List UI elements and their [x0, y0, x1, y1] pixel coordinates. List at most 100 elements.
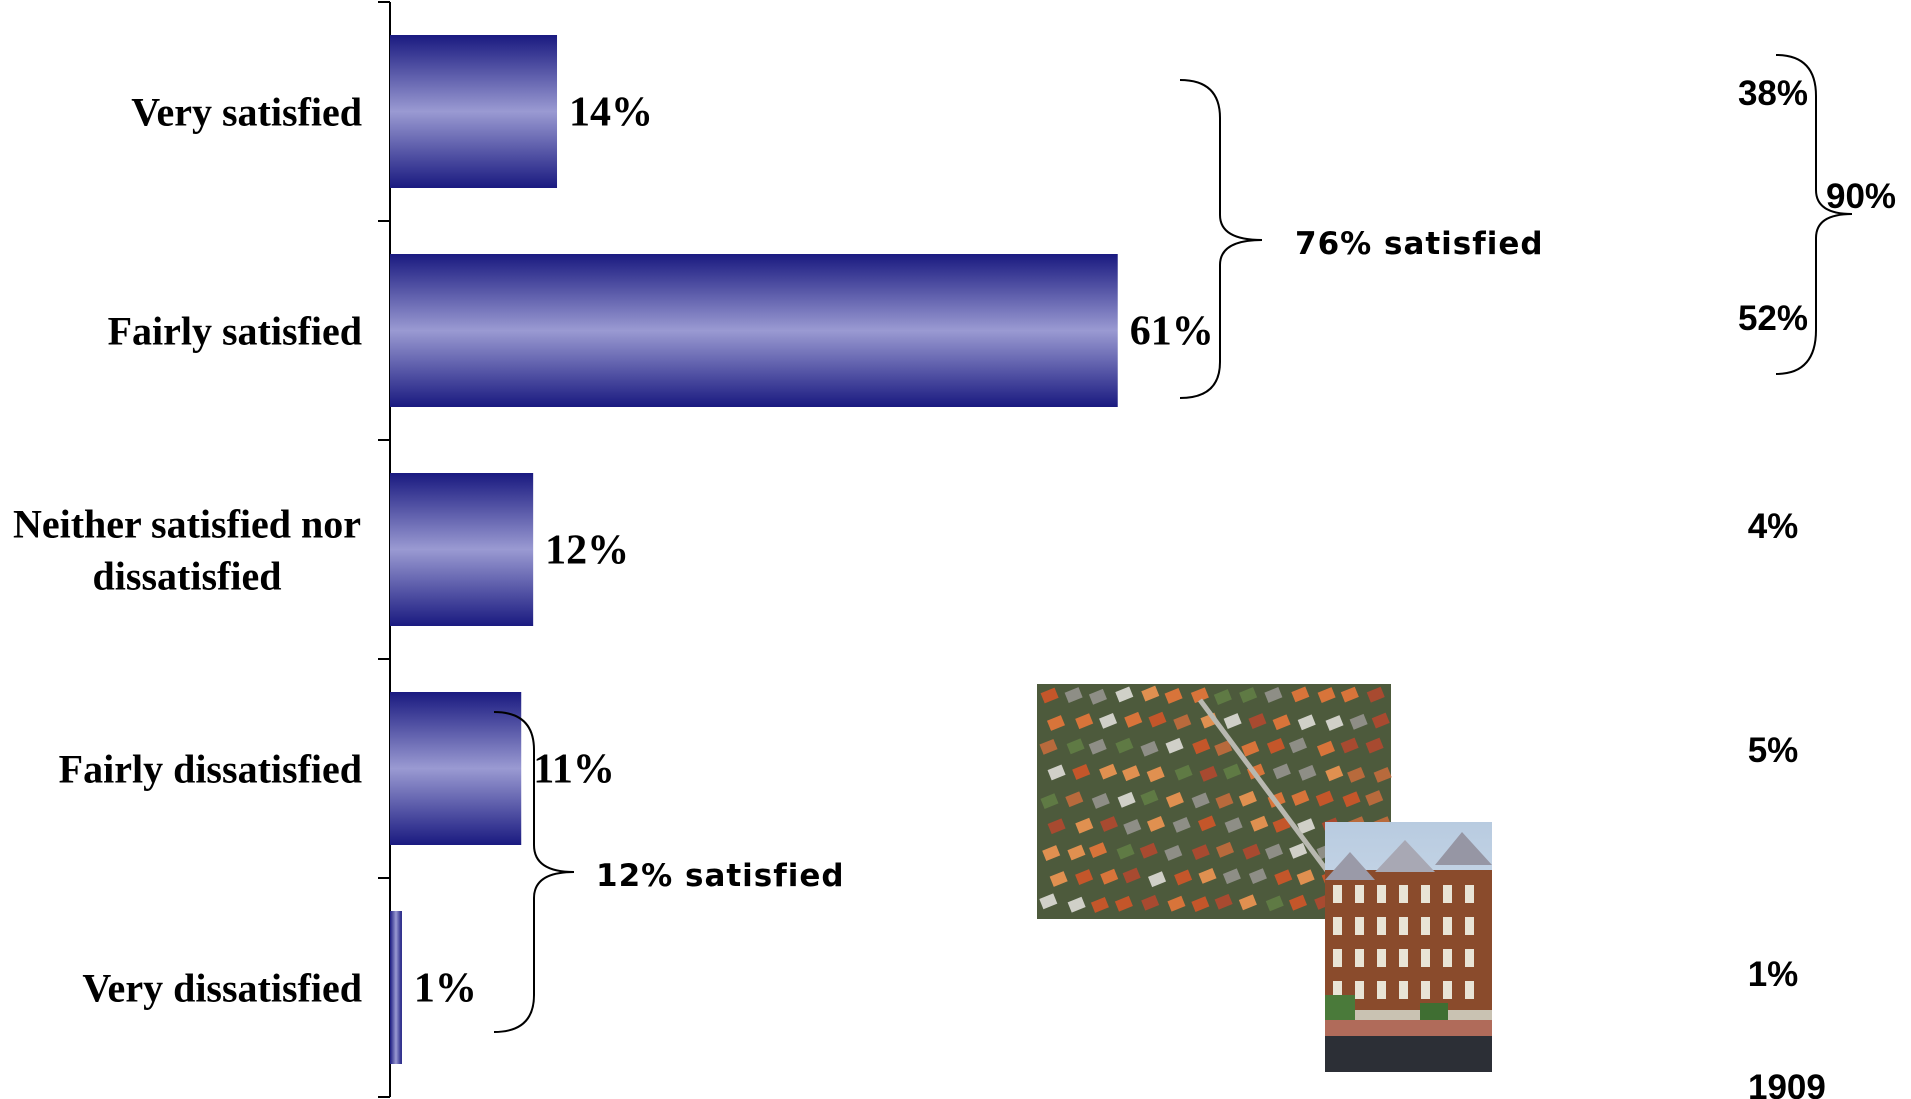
roof	[1140, 740, 1159, 757]
roof	[1192, 738, 1211, 755]
roof	[1100, 868, 1119, 885]
value-label: 14%	[569, 90, 653, 136]
window	[1355, 949, 1364, 967]
window	[1333, 917, 1342, 935]
roof	[1238, 790, 1257, 807]
roof	[1197, 815, 1216, 832]
roof	[1373, 766, 1392, 783]
roof	[1298, 764, 1317, 781]
roof	[1173, 714, 1192, 730]
group-brace-satisfied	[1179, 79, 1263, 399]
roof	[1115, 737, 1134, 754]
window	[1421, 949, 1430, 967]
roof	[1289, 842, 1308, 859]
window	[1465, 885, 1474, 903]
roof	[1190, 687, 1209, 704]
window	[1333, 885, 1342, 903]
group-brace-dissatisfied	[493, 711, 575, 1033]
window	[1443, 885, 1452, 903]
roof	[1046, 715, 1065, 731]
comparison-value: 1%	[1748, 955, 1799, 994]
roof	[1047, 764, 1066, 781]
comparison-group-label: 90%	[1826, 177, 1896, 216]
roof	[1099, 763, 1118, 780]
roof	[1340, 737, 1359, 754]
roof	[1174, 764, 1193, 781]
roof	[1317, 687, 1336, 703]
window	[1399, 949, 1408, 967]
window	[1465, 917, 1474, 935]
comparison-brace	[1775, 54, 1853, 375]
roof	[1088, 842, 1108, 859]
roof	[1116, 843, 1135, 860]
category-label: Fairly dissatisfied	[59, 747, 362, 792]
roof	[1297, 818, 1316, 835]
roof	[1340, 686, 1359, 703]
bar-3	[390, 473, 534, 626]
roof	[1199, 765, 1218, 782]
roof	[1148, 871, 1167, 888]
roof	[1039, 893, 1058, 910]
category-label: Neither satisfied nor dissatisfied	[13, 502, 361, 599]
roof	[1117, 791, 1136, 808]
roof	[1042, 845, 1061, 861]
comparison-value: 5%	[1748, 731, 1799, 770]
roof	[1167, 895, 1186, 912]
window	[1399, 885, 1408, 903]
roof	[1065, 791, 1084, 808]
aerial-suburb-photo	[1037, 684, 1393, 919]
roof	[1223, 763, 1242, 780]
window	[1377, 885, 1386, 903]
window	[1333, 981, 1342, 999]
roof	[1198, 867, 1217, 884]
value-label: 61%	[1130, 309, 1214, 355]
roof	[1075, 817, 1094, 834]
roof	[1213, 689, 1232, 705]
roof	[1264, 843, 1284, 860]
group-label-satisfied: 76% satisfied	[1295, 226, 1544, 262]
bar-4	[390, 692, 522, 845]
window	[1443, 981, 1452, 999]
bars	[390, 35, 1118, 1064]
roof	[1040, 793, 1059, 810]
roof	[1039, 738, 1058, 755]
roof	[1090, 897, 1109, 913]
comparison-value: 52%	[1738, 299, 1808, 338]
window	[1465, 981, 1474, 999]
roof	[1164, 845, 1183, 861]
roof	[1099, 712, 1118, 729]
value-labels: 14% 61% 12% 11% 1%	[414, 90, 1214, 1012]
roof	[1366, 686, 1385, 703]
value-label: 11%	[533, 747, 615, 793]
roof	[1091, 793, 1110, 809]
comparison-heading: 1909	[1748, 1068, 1826, 1099]
roof	[1122, 867, 1141, 884]
roof	[1067, 896, 1086, 913]
roof	[1272, 714, 1291, 731]
townhouses-photo	[1325, 822, 1492, 1072]
roof	[1242, 843, 1261, 860]
roof	[1140, 789, 1159, 806]
roof	[1066, 738, 1085, 755]
window	[1355, 917, 1364, 935]
roof	[1072, 764, 1091, 780]
roof	[1365, 737, 1384, 754]
window	[1377, 917, 1386, 935]
roof	[1214, 740, 1233, 757]
window	[1421, 917, 1430, 935]
roof	[1248, 713, 1267, 729]
roof	[1165, 737, 1184, 754]
roof	[1146, 766, 1165, 783]
roof	[1371, 712, 1390, 729]
roof	[1075, 713, 1094, 730]
roof	[1325, 765, 1344, 782]
roof	[1067, 844, 1086, 861]
comparison-value: 4%	[1748, 507, 1799, 546]
window	[1355, 981, 1364, 999]
roof	[1123, 818, 1142, 835]
roof	[1075, 869, 1094, 885]
roof	[1223, 713, 1242, 729]
comparison-values: 38% 52% 4% 5% 1%	[1738, 74, 1808, 994]
value-label: 1%	[414, 966, 477, 1012]
